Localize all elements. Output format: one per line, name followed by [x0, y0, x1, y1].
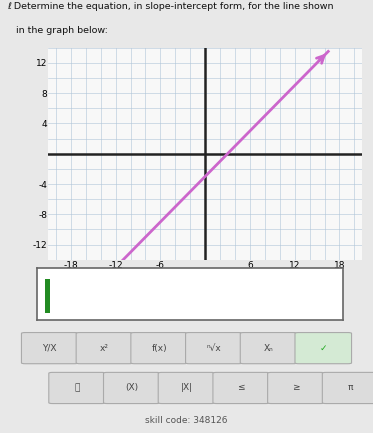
- Text: ⁿ√x: ⁿ√x: [207, 344, 221, 352]
- FancyBboxPatch shape: [322, 372, 373, 404]
- FancyBboxPatch shape: [104, 372, 160, 404]
- FancyBboxPatch shape: [213, 372, 269, 404]
- FancyBboxPatch shape: [131, 333, 187, 364]
- Text: x²: x²: [100, 344, 109, 352]
- FancyBboxPatch shape: [240, 333, 297, 364]
- Text: ≥: ≥: [292, 384, 300, 392]
- FancyBboxPatch shape: [295, 333, 351, 364]
- Text: Xₙ: Xₙ: [264, 344, 273, 352]
- Text: ✓: ✓: [320, 344, 327, 352]
- Text: in the graph below:: in the graph below:: [7, 26, 108, 36]
- FancyBboxPatch shape: [158, 372, 215, 404]
- FancyBboxPatch shape: [76, 333, 133, 364]
- FancyBboxPatch shape: [22, 333, 78, 364]
- Bar: [45, 279, 50, 313]
- Text: ℓ Determine the equation, in slope-intercept form, for the line shown: ℓ Determine the equation, in slope-inter…: [7, 2, 334, 11]
- FancyBboxPatch shape: [49, 372, 105, 404]
- FancyBboxPatch shape: [185, 333, 242, 364]
- FancyBboxPatch shape: [267, 372, 324, 404]
- Text: π: π: [348, 384, 353, 392]
- Text: Y/X: Y/X: [43, 344, 57, 352]
- Text: (X): (X): [125, 384, 138, 392]
- Text: skill code: 348126: skill code: 348126: [145, 416, 228, 424]
- Text: f(x): f(x): [151, 344, 167, 352]
- Text: 🗑: 🗑: [74, 384, 80, 392]
- Text: |X|: |X|: [181, 384, 192, 392]
- Text: ≤: ≤: [238, 384, 245, 392]
